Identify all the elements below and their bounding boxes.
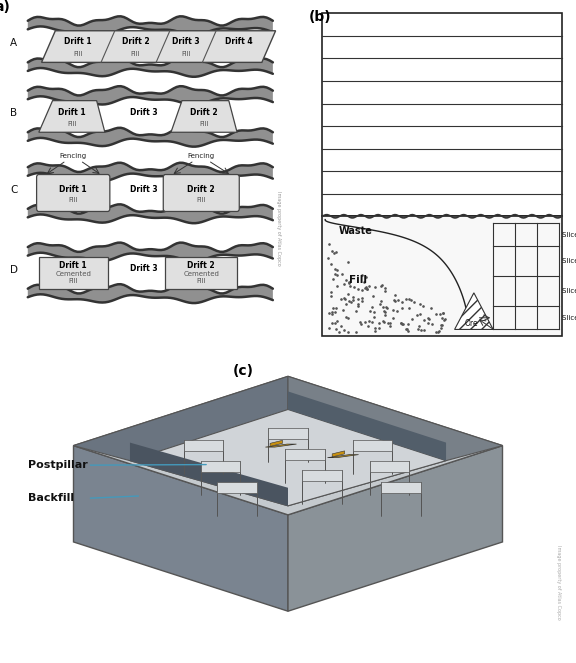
- Text: Drift 3: Drift 3: [130, 108, 157, 117]
- Polygon shape: [184, 440, 223, 452]
- Text: Fill: Fill: [196, 198, 206, 204]
- Polygon shape: [353, 440, 392, 452]
- Polygon shape: [266, 444, 297, 447]
- Polygon shape: [41, 30, 275, 62]
- Text: (c): (c): [232, 364, 253, 379]
- FancyBboxPatch shape: [163, 174, 239, 211]
- Text: Fencing: Fencing: [188, 153, 215, 159]
- Bar: [323, 216, 562, 336]
- Text: Slice 1: Slice 1: [562, 315, 576, 321]
- Polygon shape: [200, 461, 240, 473]
- Text: Drift 4: Drift 4: [225, 37, 253, 46]
- Text: A: A: [10, 38, 17, 48]
- Polygon shape: [171, 101, 237, 132]
- Polygon shape: [28, 128, 273, 147]
- Polygon shape: [74, 377, 502, 515]
- Text: Fencing: Fencing: [60, 153, 87, 159]
- Text: Image property of Atlas Copco: Image property of Atlas Copco: [556, 546, 562, 621]
- Polygon shape: [130, 410, 446, 506]
- Polygon shape: [328, 455, 358, 457]
- Text: Drift 2: Drift 2: [187, 184, 215, 194]
- Text: Cemented: Cemented: [55, 271, 91, 276]
- Polygon shape: [28, 243, 273, 261]
- Polygon shape: [268, 428, 308, 440]
- Polygon shape: [370, 461, 410, 473]
- Text: Image property of Atlas Copco: Image property of Atlas Copco: [276, 192, 281, 267]
- Text: Waste: Waste: [339, 226, 373, 236]
- Text: Drift 1: Drift 1: [59, 261, 87, 270]
- Text: Fill: Fill: [199, 121, 209, 127]
- Text: D: D: [10, 265, 18, 274]
- Polygon shape: [74, 446, 288, 611]
- Polygon shape: [130, 443, 288, 506]
- Polygon shape: [302, 470, 342, 481]
- Text: Drift 3: Drift 3: [172, 37, 200, 46]
- Text: Postpillar: Postpillar: [28, 460, 88, 470]
- Text: C: C: [10, 185, 17, 195]
- Polygon shape: [28, 284, 273, 303]
- Bar: [323, 13, 562, 216]
- Polygon shape: [288, 446, 502, 611]
- Text: Drift 1: Drift 1: [58, 108, 86, 117]
- Polygon shape: [454, 293, 493, 330]
- Polygon shape: [28, 204, 273, 223]
- Text: Slice 4: Slice 4: [562, 231, 576, 237]
- Text: Fill: Fill: [69, 278, 78, 284]
- Polygon shape: [381, 482, 420, 493]
- Text: Fill: Fill: [349, 275, 367, 285]
- Text: (b): (b): [309, 10, 331, 24]
- Text: Ore: Ore: [465, 319, 479, 328]
- Text: Fill: Fill: [181, 51, 191, 57]
- Text: Fill: Fill: [69, 198, 78, 204]
- Polygon shape: [270, 440, 282, 446]
- Text: a): a): [0, 0, 10, 14]
- Polygon shape: [285, 449, 325, 460]
- Polygon shape: [28, 17, 273, 35]
- Text: Slice 2: Slice 2: [562, 288, 576, 294]
- Polygon shape: [74, 377, 288, 506]
- Text: Drift 1: Drift 1: [59, 184, 87, 194]
- Text: Drift 3: Drift 3: [130, 184, 157, 194]
- Text: Drift 1: Drift 1: [65, 37, 92, 46]
- Bar: [165, 257, 237, 288]
- Text: Fill: Fill: [196, 278, 206, 284]
- Text: Cemented: Cemented: [183, 271, 219, 276]
- Bar: [39, 257, 108, 288]
- Text: Drift 2: Drift 2: [187, 261, 215, 270]
- Polygon shape: [288, 391, 446, 461]
- Polygon shape: [218, 482, 257, 493]
- Polygon shape: [28, 162, 273, 182]
- Text: Fill: Fill: [67, 121, 77, 127]
- Polygon shape: [28, 86, 273, 105]
- Text: Drift 2: Drift 2: [122, 37, 149, 46]
- Polygon shape: [288, 377, 502, 506]
- FancyBboxPatch shape: [37, 174, 110, 211]
- Polygon shape: [39, 101, 105, 132]
- Text: Backfill: Backfill: [28, 493, 74, 503]
- Text: B: B: [10, 108, 17, 118]
- Polygon shape: [28, 58, 273, 77]
- Polygon shape: [332, 451, 344, 457]
- Text: Fill: Fill: [131, 51, 140, 57]
- Text: Fill: Fill: [73, 51, 83, 57]
- Text: Drift 3: Drift 3: [130, 265, 157, 273]
- Text: Slice 3: Slice 3: [562, 258, 576, 265]
- Text: Drift 2: Drift 2: [190, 108, 218, 117]
